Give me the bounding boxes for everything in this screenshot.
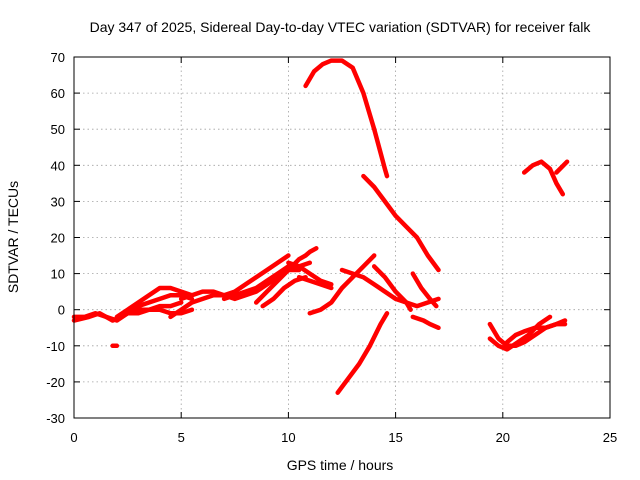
series-line-track-19 bbox=[410, 314, 441, 331]
x-tick-label: 10 bbox=[281, 430, 295, 445]
series-line-track-4 bbox=[125, 307, 195, 316]
y-tick-label: -20 bbox=[46, 375, 65, 390]
x-tick-label: 5 bbox=[178, 430, 185, 445]
series-line-track-11 bbox=[296, 274, 334, 291]
series-line-track-18 bbox=[410, 271, 439, 309]
y-tick-label: 60 bbox=[51, 86, 65, 101]
y-axis-title: SDTVAR / TECUs bbox=[5, 181, 21, 293]
y-tick-label: -10 bbox=[46, 339, 65, 354]
y-tick-label: 50 bbox=[51, 122, 65, 137]
series-line-track-16 bbox=[361, 173, 441, 273]
axes-layer: -30 -20 -10 0 10 20 30 40 50 60 70 0 5 10 15 20 25 bbox=[46, 50, 617, 445]
x-tick-label: 0 bbox=[70, 430, 77, 445]
y-tick-label: 30 bbox=[51, 194, 65, 209]
series-layer bbox=[71, 58, 570, 395]
grid-layer bbox=[74, 57, 610, 418]
series-line-track-17 bbox=[371, 264, 413, 312]
series-line-track-12 bbox=[307, 253, 377, 316]
x-tick-label: 15 bbox=[388, 430, 402, 445]
y-tick-label: 40 bbox=[51, 158, 65, 173]
plot-frame bbox=[73, 56, 611, 419]
series-line-track-24 bbox=[521, 159, 566, 197]
y-tick-label: -30 bbox=[46, 411, 65, 426]
series-line-track-9 bbox=[260, 274, 308, 309]
series-line-track-6 bbox=[178, 253, 291, 302]
series-line-track-13 bbox=[339, 267, 441, 309]
y-tick-label: 10 bbox=[51, 267, 65, 282]
series-line-track-15 bbox=[303, 58, 390, 179]
series-line-track-10 bbox=[286, 260, 334, 287]
y-tick-label: 0 bbox=[58, 303, 65, 318]
y-tick-label: 20 bbox=[51, 231, 65, 246]
series-line-track-14 bbox=[335, 311, 390, 395]
x-tick-label: 20 bbox=[496, 430, 510, 445]
series-line-track-22 bbox=[487, 314, 553, 352]
series-line-track-3 bbox=[114, 285, 195, 320]
series-line-track-23 bbox=[504, 321, 568, 345]
series-line-track-5 bbox=[168, 267, 302, 320]
chart-title: Day 347 of 2025, Sidereal Day-to-day VTE… bbox=[90, 19, 592, 35]
series-line-track-25 bbox=[554, 159, 570, 175]
x-axis-title: GPS time / hours bbox=[287, 457, 394, 473]
y-tick-label: 70 bbox=[51, 50, 65, 65]
x-tick-label: 25 bbox=[603, 430, 617, 445]
